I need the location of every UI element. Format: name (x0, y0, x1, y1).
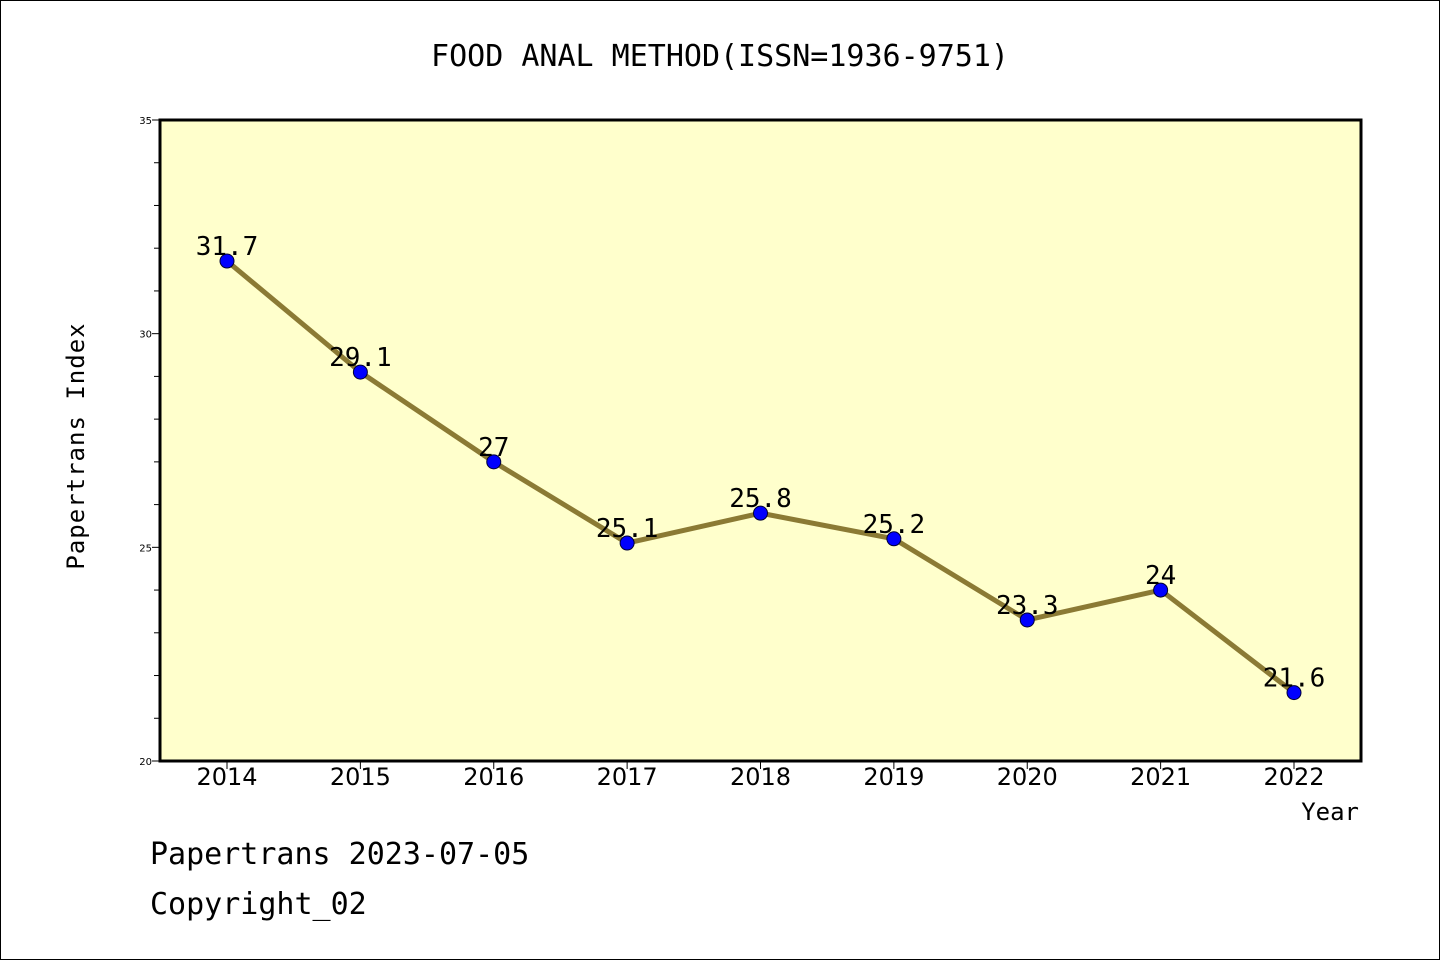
data-label: 25.8 (729, 484, 792, 514)
x-tick-label: 2019 (863, 763, 924, 791)
data-label: 24 (1145, 561, 1176, 591)
x-tick-label: 2020 (997, 763, 1058, 791)
x-tick-label: 2015 (330, 763, 391, 791)
data-point (486, 454, 502, 470)
x-tick-label: 2022 (1263, 763, 1324, 791)
y-axis-label: Papertrans Index (62, 322, 90, 569)
data-point (753, 505, 768, 521)
data-point (219, 253, 235, 269)
x-axis: 2014 2015 2016 2017 2018 2019 2020 2021 2022 (196, 761, 1325, 791)
plot-area (158, 118, 1363, 763)
y-tick-label: 30 (139, 330, 152, 341)
data-label: 25.1 (596, 514, 659, 544)
y-tick-label: 20 (139, 757, 152, 768)
footer-copyright-line: Copyright_02 (150, 887, 367, 922)
y-tick-label: 25 (139, 543, 152, 554)
data-label: 29.1 (329, 343, 392, 373)
data-point (1153, 582, 1169, 598)
x-tick-label: 2016 (463, 763, 524, 791)
data-label: 25.2 (863, 510, 926, 540)
data-label: 23.3 (996, 591, 1059, 621)
x-tick-label: 2014 (196, 763, 257, 791)
data-label: 21.6 (1263, 664, 1326, 694)
x-axis-label: Year (1301, 798, 1359, 826)
data-label: 31.7 (196, 232, 259, 262)
chart-title: FOOD ANAL METHOD(ISSN=1936-9751) (431, 39, 1009, 74)
x-tick-label: 2018 (730, 763, 791, 791)
x-tick-label: 2021 (1130, 763, 1191, 791)
x-tick-label: 2017 (597, 763, 658, 791)
data-point (1019, 612, 1035, 628)
data-point (886, 531, 902, 547)
series-layer: 31.7 29.1 27 25.1 25.8 25.2 23.3 24 21.6 (196, 232, 1326, 701)
data-point (619, 535, 635, 551)
y-axis: 20 25 30 35 (139, 116, 160, 768)
data-point (352, 364, 368, 380)
data-label: 27 (478, 433, 509, 463)
y-tick-label: 35 (139, 116, 152, 127)
data-point (1286, 685, 1302, 701)
footer-date-line: Papertrans 2023-07-05 (150, 837, 529, 872)
